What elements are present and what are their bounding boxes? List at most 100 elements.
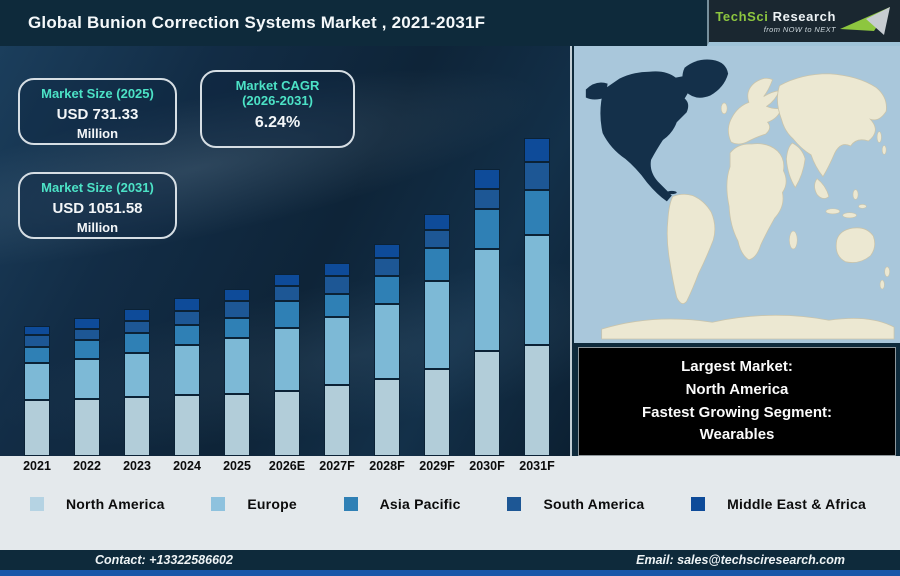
page-title: Global Bunion Correction Systems Market … <box>28 13 486 32</box>
stat-value: 6.24% <box>254 113 301 131</box>
bar-segment-europe <box>474 249 500 351</box>
bar-2023 <box>124 309 150 456</box>
bar-segment-europe <box>124 353 150 397</box>
map-region-alaska-highlight <box>585 82 608 100</box>
bar-segment-north-america <box>324 385 350 456</box>
x-axis-label-2028F: 2028F <box>369 459 405 473</box>
bar-segment-north-america <box>274 391 300 456</box>
bar-segment-south-america <box>474 189 500 209</box>
bar-segment-europe <box>424 281 450 369</box>
stat-unit: Million <box>76 125 119 141</box>
bar-segment-asia-pacific <box>74 340 100 359</box>
bar-segment-middle-east-africa <box>174 298 200 311</box>
brand-name-secondary: Research <box>772 8 836 24</box>
brand-name: TechSci Research <box>715 9 836 24</box>
map-region-indonesia <box>825 208 841 215</box>
stat-box-market-cagr: Market CAGR (2026-2031) 6.24% <box>200 70 355 148</box>
legend-label: South America <box>543 496 645 512</box>
legend-label: North America <box>66 496 165 512</box>
legend-swatch-south-america <box>507 497 522 511</box>
legend-item-europe: Europe <box>211 496 297 512</box>
bar-segment-middle-east-africa <box>274 274 300 286</box>
brand-tagline: from NOW to NEXT <box>763 24 836 34</box>
x-axis-label-2023: 2023 <box>123 459 151 473</box>
x-axis-label-2025: 2025 <box>223 459 251 473</box>
bar-segment-europe <box>24 363 50 400</box>
header-bar: Global Bunion Correction Systems Market … <box>0 0 900 46</box>
bar-segment-middle-east-africa <box>74 318 100 329</box>
bar-segment-europe <box>224 338 250 394</box>
map-region-africa <box>726 143 787 261</box>
bar-2029F <box>424 214 450 456</box>
map-region-south-america <box>666 193 716 305</box>
legend-item-middle-east-africa: Middle East & Africa <box>691 496 866 512</box>
right-column: Largest Market: North America Fastest Gr… <box>570 46 900 456</box>
bar-2021 <box>24 326 50 456</box>
bar-segment-north-america <box>474 351 500 456</box>
legend-item-south-america: South America <box>507 496 644 512</box>
bar-segment-north-america <box>74 399 100 456</box>
bar-segment-middle-east-africa <box>124 309 150 321</box>
chart-legend: North America Europe Asia Pacific South Ame… <box>0 496 900 512</box>
x-axis-label-2026E: 2026E <box>268 459 306 473</box>
bar-segment-north-america <box>124 397 150 456</box>
map-region-indonesia <box>842 212 857 219</box>
map-region-japan <box>876 131 882 143</box>
footer-email: Email: sales@techsciresearch.com <box>636 553 845 567</box>
brand-name-primary: TechSci <box>715 8 769 24</box>
stat-label: (2026-2031) <box>242 92 313 108</box>
bar-segment-middle-east-africa <box>324 263 350 276</box>
bar-segment-middle-east-africa <box>24 326 50 335</box>
bar-2028F <box>374 244 400 456</box>
bar-2030F <box>474 169 500 456</box>
x-axis-label-2031F: 2031F <box>519 459 555 473</box>
x-axis-label-2029F: 2029F <box>419 459 455 473</box>
body-row: Market Size (2025) USD 731.33 Million Ma… <box>0 46 900 456</box>
bar-segment-south-america <box>274 286 300 301</box>
bar-segment-middle-east-africa <box>424 214 450 230</box>
bar-2022 <box>74 318 100 456</box>
bar-2024 <box>174 298 200 456</box>
world-map <box>574 46 900 343</box>
bar-2027F <box>324 263 350 456</box>
bar-segment-south-america <box>224 301 250 318</box>
map-region-new-zealand <box>879 279 885 290</box>
world-map-svg <box>574 46 900 343</box>
bar-segment-middle-east-africa <box>474 169 500 189</box>
x-axis-label-2027F: 2027F <box>319 459 355 473</box>
bar-segment-europe <box>524 235 550 345</box>
bar-segment-asia-pacific <box>474 209 500 249</box>
x-axis-label-2030F: 2030F <box>469 459 505 473</box>
bar-segment-europe <box>74 359 100 399</box>
footer-bar: Contact: +13322586602 Email: sales@techs… <box>0 550 900 576</box>
bar-segment-middle-east-africa <box>224 289 250 301</box>
stat-box-market-size-2031: Market Size (2031) USD 1051.58 Million <box>18 172 177 239</box>
map-region-australia <box>835 227 876 263</box>
bar-segment-europe <box>374 304 400 379</box>
map-region-antarctica <box>601 314 895 340</box>
map-region-japan <box>881 145 887 155</box>
bar-segment-asia-pacific <box>524 190 550 235</box>
bar-segment-asia-pacific <box>274 301 300 328</box>
map-region-new-zealand <box>884 266 890 277</box>
bar-segment-north-america <box>24 400 50 456</box>
bar-segment-south-america <box>174 311 200 325</box>
chart-panel: Market Size (2025) USD 731.33 Million Ma… <box>0 46 570 456</box>
bar-segment-asia-pacific <box>424 248 450 281</box>
bar-segment-europe <box>324 317 350 385</box>
stat-label: Market CAGR <box>235 78 320 93</box>
bar-segment-middle-east-africa <box>374 244 400 258</box>
bar-segment-north-america <box>174 395 200 456</box>
stat-box-market-size-2025: Market Size (2025) USD 731.33 Million <box>18 78 177 145</box>
bar-segment-asia-pacific <box>174 325 200 345</box>
bar-segment-south-america <box>424 230 450 248</box>
bar-segment-europe <box>174 345 200 395</box>
bottom-band: 2021 2022 2023 2024 2025 2026E 2027F 2028F 2029F… <box>0 456 900 550</box>
bar-2026E <box>274 274 300 456</box>
map-region-southeast-asia <box>814 178 830 199</box>
bar-segment-south-america <box>24 335 50 347</box>
bar-segment-asia-pacific <box>324 294 350 317</box>
bar-segment-south-america <box>124 321 150 333</box>
x-axis-label-2024: 2024 <box>173 459 201 473</box>
